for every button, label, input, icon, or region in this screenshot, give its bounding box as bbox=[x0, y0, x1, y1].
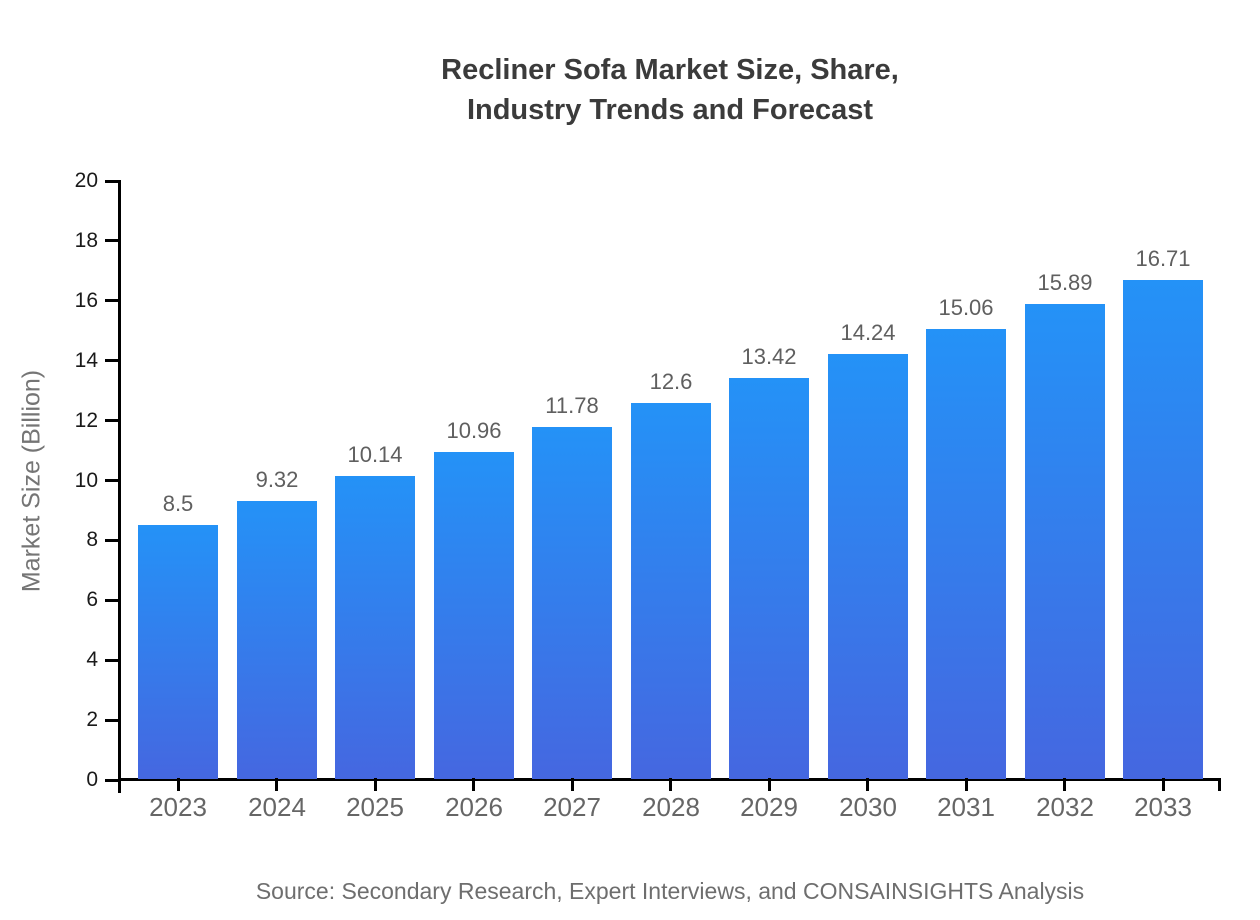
x-tick-label: 2030 bbox=[839, 792, 897, 822]
x-tick-label: 2028 bbox=[642, 792, 700, 822]
chart-title-line1: Recliner Sofa Market Size, Share, bbox=[441, 54, 899, 86]
bar-2029 bbox=[729, 378, 809, 779]
x-tick-label: 2025 bbox=[346, 792, 404, 822]
bar-value-label: 11.78 bbox=[545, 393, 599, 418]
y-tick-label: 4 bbox=[86, 648, 98, 671]
x-tick bbox=[866, 778, 869, 791]
x-tick bbox=[472, 778, 475, 791]
y-tick-label: 2 bbox=[86, 708, 98, 731]
x-tick bbox=[177, 778, 180, 791]
y-tick-label: 6 bbox=[86, 588, 98, 611]
y-tick-label: 18 bbox=[74, 229, 98, 252]
x-tick-label: 2026 bbox=[445, 792, 503, 822]
x-tick-label: 2031 bbox=[937, 792, 995, 822]
x-tick-label: 2032 bbox=[1036, 792, 1094, 822]
y-tick bbox=[105, 419, 118, 422]
bar-2031 bbox=[926, 329, 1006, 779]
y-axis-line bbox=[118, 180, 121, 793]
bar-value-label: 14.24 bbox=[840, 320, 896, 345]
x-tick bbox=[768, 778, 771, 791]
x-tick-label: 2029 bbox=[740, 792, 798, 822]
bar-2030 bbox=[828, 354, 908, 779]
y-tick-label: 16 bbox=[74, 289, 98, 312]
bar-value-label: 9.32 bbox=[255, 467, 299, 492]
y-tick bbox=[105, 299, 118, 302]
bar-2026 bbox=[434, 452, 514, 779]
y-tick-label: 8 bbox=[86, 528, 98, 551]
y-tick-label: 10 bbox=[74, 469, 98, 492]
bar-2025 bbox=[335, 476, 415, 779]
y-tick-label: 0 bbox=[86, 768, 98, 791]
y-tick bbox=[105, 479, 118, 482]
x-tick bbox=[1063, 778, 1066, 791]
x-tick-label: 2024 bbox=[248, 792, 306, 822]
bar-value-label: 16.71 bbox=[1135, 246, 1191, 271]
bar-value-label: 10.14 bbox=[347, 442, 403, 467]
bar-2024 bbox=[237, 501, 317, 779]
y-tick-label: 14 bbox=[74, 349, 98, 372]
bar-value-label: 8.5 bbox=[162, 491, 194, 516]
y-tick bbox=[105, 599, 118, 602]
y-tick bbox=[105, 659, 118, 662]
y-tick-label: 12 bbox=[74, 409, 98, 432]
chart-title: Recliner Sofa Market Size, Share, Indust… bbox=[120, 50, 1220, 130]
y-tick bbox=[105, 239, 118, 242]
bar-2032 bbox=[1025, 304, 1105, 779]
bar-value-label: 10.96 bbox=[446, 418, 502, 443]
y-tick bbox=[105, 180, 118, 183]
bar-value-label: 12.6 bbox=[649, 369, 693, 394]
x-tick-label: 2033 bbox=[1134, 792, 1192, 822]
bar-2027 bbox=[532, 427, 612, 779]
chart-title-line2: Industry Trends and Forecast bbox=[466, 94, 874, 126]
bar-value-label: 15.89 bbox=[1037, 270, 1093, 295]
y-tick bbox=[105, 539, 118, 542]
bar-value-label: 13.42 bbox=[741, 344, 797, 369]
x-tick bbox=[1162, 778, 1165, 791]
y-tick bbox=[105, 359, 118, 362]
y-tick bbox=[105, 719, 118, 722]
bar-value-label: 15.06 bbox=[938, 295, 994, 320]
x-tick bbox=[965, 778, 968, 791]
x-tick bbox=[571, 778, 574, 791]
bar-2033 bbox=[1123, 280, 1203, 779]
x-tick bbox=[374, 778, 377, 791]
x-axis-end-tick bbox=[1218, 778, 1221, 791]
x-tick-label: 2027 bbox=[543, 792, 601, 822]
x-tick-label: 2023 bbox=[149, 792, 207, 822]
x-tick bbox=[275, 778, 278, 791]
y-tick bbox=[105, 779, 118, 782]
y-tick-label: 20 bbox=[74, 169, 98, 192]
x-tick bbox=[669, 778, 672, 791]
bar-2023 bbox=[138, 525, 218, 779]
bar-2028 bbox=[631, 403, 711, 779]
source-note: Source: Secondary Research, Expert Inter… bbox=[255, 878, 1085, 904]
